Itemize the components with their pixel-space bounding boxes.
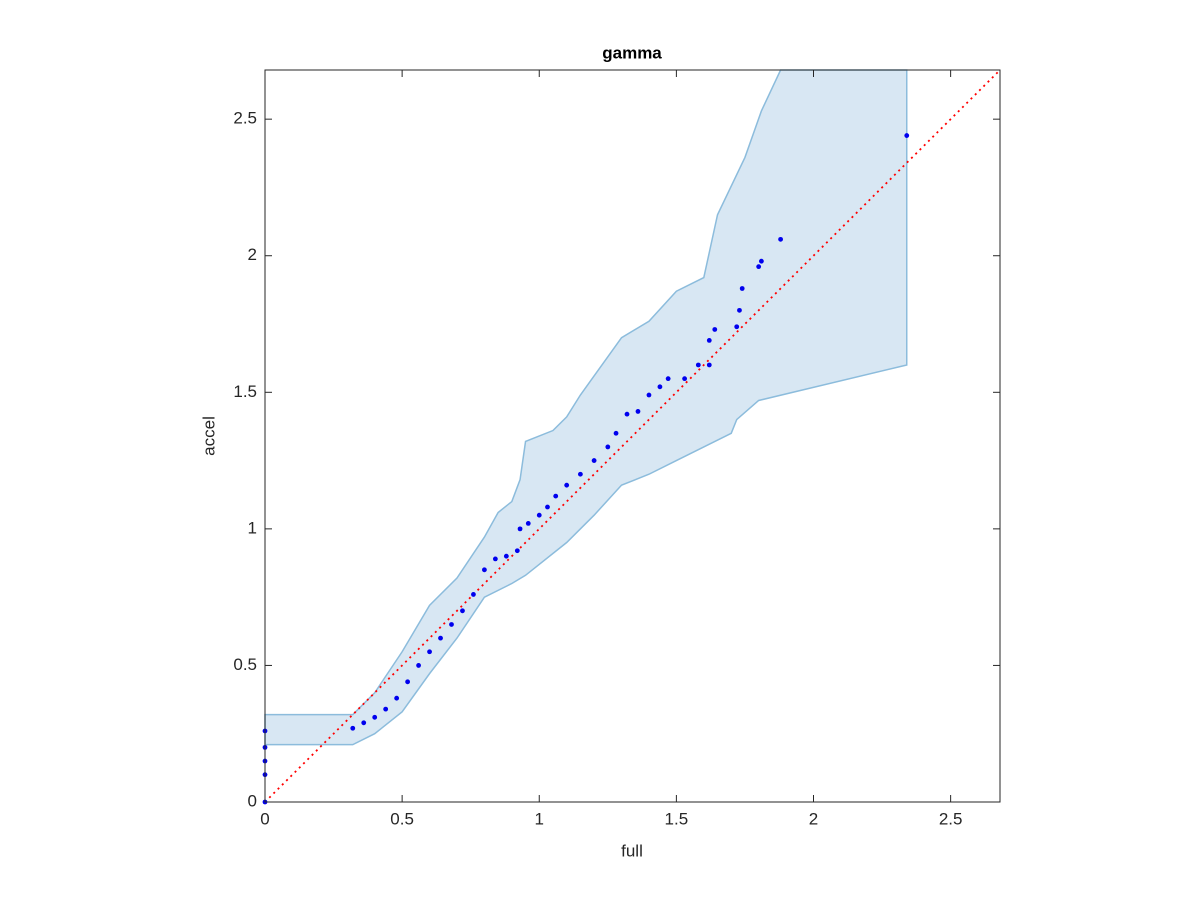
data-point [372,714,378,720]
y-axis-label: accel [199,416,218,456]
data-point [449,622,454,627]
data-point [361,720,367,726]
data-point [545,504,550,510]
y-tick-label: 1.5 [233,382,257,401]
y-tick-label: 1 [248,518,257,537]
axes-box [264,69,1001,803]
data-point [646,392,652,398]
data-point [438,635,443,641]
data-point [739,286,745,291]
data-point [695,362,701,368]
x-tick-label: 0.5 [390,809,414,828]
data-point [613,430,619,436]
data-point [577,471,583,477]
data-point [492,556,498,562]
data-point [591,458,597,463]
data-point [416,663,421,668]
data-point [657,384,663,390]
data-point [503,553,509,559]
data-point [427,649,432,655]
x-axis-label: full [621,841,643,860]
data-point [706,338,712,343]
y-tick-label: 2.5 [233,109,257,128]
reference-line [264,69,1001,803]
chart-title: gamma [602,43,662,62]
data-point [706,362,712,368]
y-tick-label: 0.5 [233,655,257,674]
x-tick-label: 1 [535,809,544,828]
data-point [635,409,641,414]
confidence-band [264,69,908,746]
data-point [734,324,740,330]
data-point [553,493,559,499]
data-point [460,608,465,614]
data-point [605,444,611,450]
y-tick-label: 2 [248,245,257,264]
data-point [383,706,389,712]
data-point [405,679,411,685]
data-point [471,592,476,597]
x-tick-label: 2.5 [939,809,963,828]
data-point [624,411,630,417]
data-point [665,376,671,382]
data-point [350,725,356,731]
x-tick-label: 0 [260,809,269,828]
data-point [778,236,783,242]
data-point [394,695,400,701]
data-point [482,567,487,573]
data-point [517,526,523,532]
data-point [682,376,688,382]
data-point [904,133,910,138]
data-point [712,327,718,332]
data-point [737,307,742,313]
data-point [536,512,542,518]
x-tick-label: 2 [809,809,818,828]
data-point [514,548,520,554]
data-point [525,521,531,526]
y-tick-label: 0 [248,791,257,810]
data-point [564,482,570,488]
data-point [758,258,764,264]
data-point [756,264,762,270]
x-tick-label: 1.5 [665,809,689,828]
